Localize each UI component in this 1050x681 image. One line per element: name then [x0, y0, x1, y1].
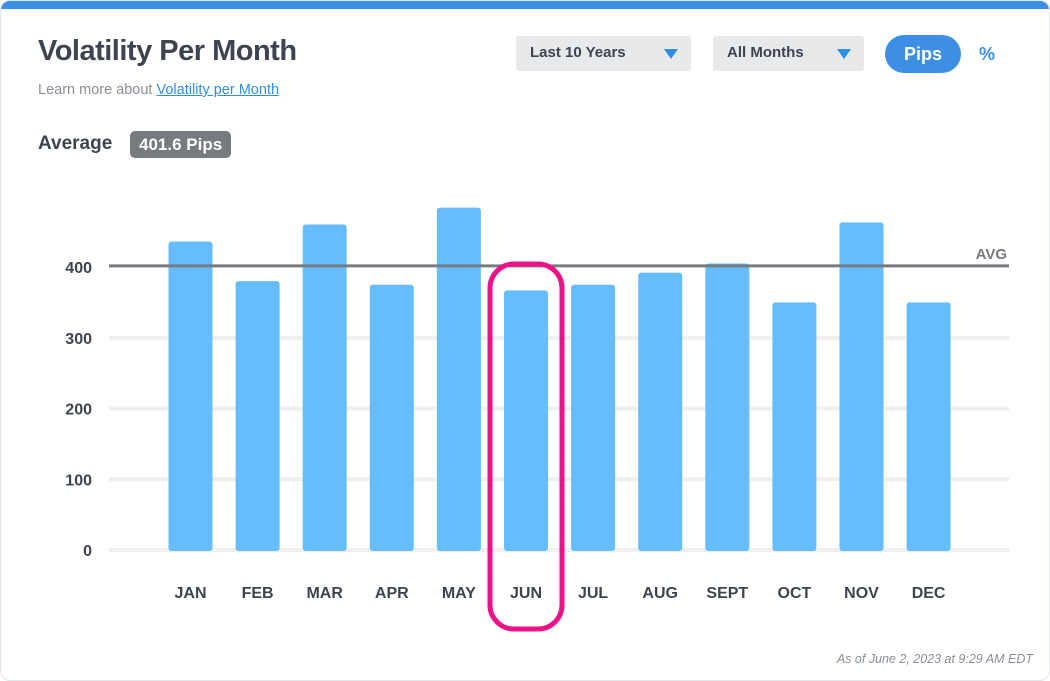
x-tick-label: JUN [510, 585, 542, 602]
page-title: Volatility Per Month [38, 35, 297, 67]
top-accent-bar [1, 1, 1049, 9]
average-line-label: AVG [976, 246, 1007, 263]
y-tick-label: 200 [65, 402, 92, 419]
bar-jan [168, 241, 213, 551]
y-tick-label: 0 [83, 543, 92, 560]
x-tick-label: MAR [306, 585, 343, 602]
x-tick-label: SEPT [706, 585, 748, 602]
bar-may [436, 207, 481, 551]
caret-down-icon [664, 49, 678, 59]
x-tick-label: AUG [642, 585, 678, 602]
x-tick-label: FEB [242, 585, 274, 602]
bar-nov [839, 222, 884, 552]
bar-apr [369, 284, 414, 551]
months-dropdown-label: All Months [727, 44, 804, 61]
bar-jun [504, 290, 548, 551]
months-dropdown[interactable]: All Months [713, 36, 864, 71]
x-tick-label: NOV [844, 585, 879, 602]
bar-jul [571, 284, 616, 551]
x-tick-label: JUL [578, 585, 608, 602]
period-dropdown-label: Last 10 Years [530, 44, 626, 61]
period-dropdown[interactable]: Last 10 Years [516, 36, 691, 71]
average-label: Average [38, 133, 113, 154]
learn-more-link[interactable]: Volatility per Month [156, 82, 280, 98]
y-tick-label: 400 [65, 260, 92, 277]
bar-aug [638, 272, 683, 551]
y-tick-label: 100 [65, 472, 92, 489]
x-tick-label: APR [375, 585, 409, 602]
learn-more-text: Learn more about Volatility per Month [38, 82, 279, 98]
bar-oct [772, 302, 817, 551]
bar-mar [302, 224, 347, 552]
pips-toggle-button[interactable]: Pips [885, 35, 961, 73]
average-value-badge: 401.6 Pips [130, 131, 232, 158]
percent-toggle-button[interactable]: % [978, 44, 995, 64]
as-of-timestamp: As of June 2, 2023 at 9:29 AM EDT [836, 652, 1033, 666]
x-tick-label: DEC [912, 585, 946, 602]
caret-down-icon [837, 49, 851, 59]
bar-feb [235, 281, 280, 551]
y-tick-label: 300 [65, 331, 92, 348]
highlight-outline [487, 261, 565, 632]
x-tick-label: JAN [174, 585, 206, 602]
bar-dec [906, 302, 951, 551]
x-tick-label: OCT [778, 585, 812, 602]
x-tick-label: MAY [442, 585, 476, 602]
bar-sept [705, 263, 750, 551]
learn-more-prefix: Learn more about [38, 82, 157, 98]
